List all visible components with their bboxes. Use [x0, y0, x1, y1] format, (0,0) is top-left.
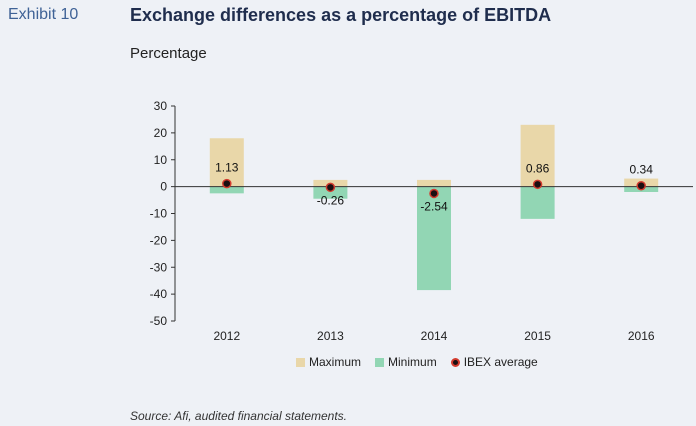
- y-tick-label: -30: [150, 260, 168, 274]
- y-tick-label: -50: [150, 314, 168, 328]
- legend-label-average: IBEX average: [463, 355, 538, 369]
- legend-marker-average: [450, 357, 460, 367]
- bar-minimum: [209, 186, 244, 194]
- legend-label-maximum: Maximum: [309, 355, 362, 369]
- y-tick-label: 10: [154, 153, 168, 167]
- average-data-label: -2.54: [420, 199, 448, 213]
- bar-minimum: [417, 186, 451, 291]
- x-tick-label: 2013: [317, 329, 344, 343]
- x-tick-label: 2016: [628, 329, 655, 343]
- legend-swatch-maximum: [296, 357, 305, 367]
- average-marker: [325, 182, 336, 193]
- legend-item-average: IBEX average: [450, 355, 538, 369]
- average-data-label: -0.26: [317, 193, 345, 207]
- y-tick-label: 20: [154, 126, 168, 140]
- legend-label-minimum: Minimum: [388, 355, 437, 369]
- y-tick-label: 30: [154, 99, 168, 113]
- average-data-label: 0.86: [526, 161, 550, 175]
- x-tick-label: 2012: [213, 329, 240, 343]
- source-note: Source: Afi, audited financial statement…: [130, 409, 348, 423]
- y-tick-label: -20: [150, 233, 168, 247]
- average-marker: [429, 188, 439, 199]
- average-marker: [532, 179, 543, 190]
- legend-item-maximum: Maximum: [296, 355, 361, 369]
- y-tick-label: 0: [160, 180, 167, 194]
- legend-item-minimum: Minimum: [375, 355, 437, 369]
- chart-subtitle: Percentage: [130, 45, 207, 62]
- average-data-label: 0.34: [630, 163, 654, 177]
- chart-legend: Maximum Minimum IBEX average: [296, 355, 544, 369]
- average-marker: [222, 178, 232, 189]
- exhibit-label: Exhibit 10: [8, 6, 79, 23]
- y-tick-label: -10: [150, 207, 168, 221]
- x-tick-label: 2014: [421, 329, 448, 343]
- y-tick-label: -40: [150, 287, 168, 301]
- chart-title: Exchange differences as a percentage of …: [130, 5, 552, 25]
- bar-minimum: [520, 186, 555, 219]
- bar-maximum: [520, 124, 555, 187]
- bar-maximum: [209, 138, 244, 187]
- average-marker: [636, 180, 646, 191]
- legend-swatch-minimum: [375, 357, 385, 367]
- bar-maximum: [417, 179, 451, 187]
- average-data-label: 1.13: [215, 161, 239, 175]
- x-tick-label: 2015: [524, 329, 551, 343]
- bar-minimum: [313, 186, 348, 199]
